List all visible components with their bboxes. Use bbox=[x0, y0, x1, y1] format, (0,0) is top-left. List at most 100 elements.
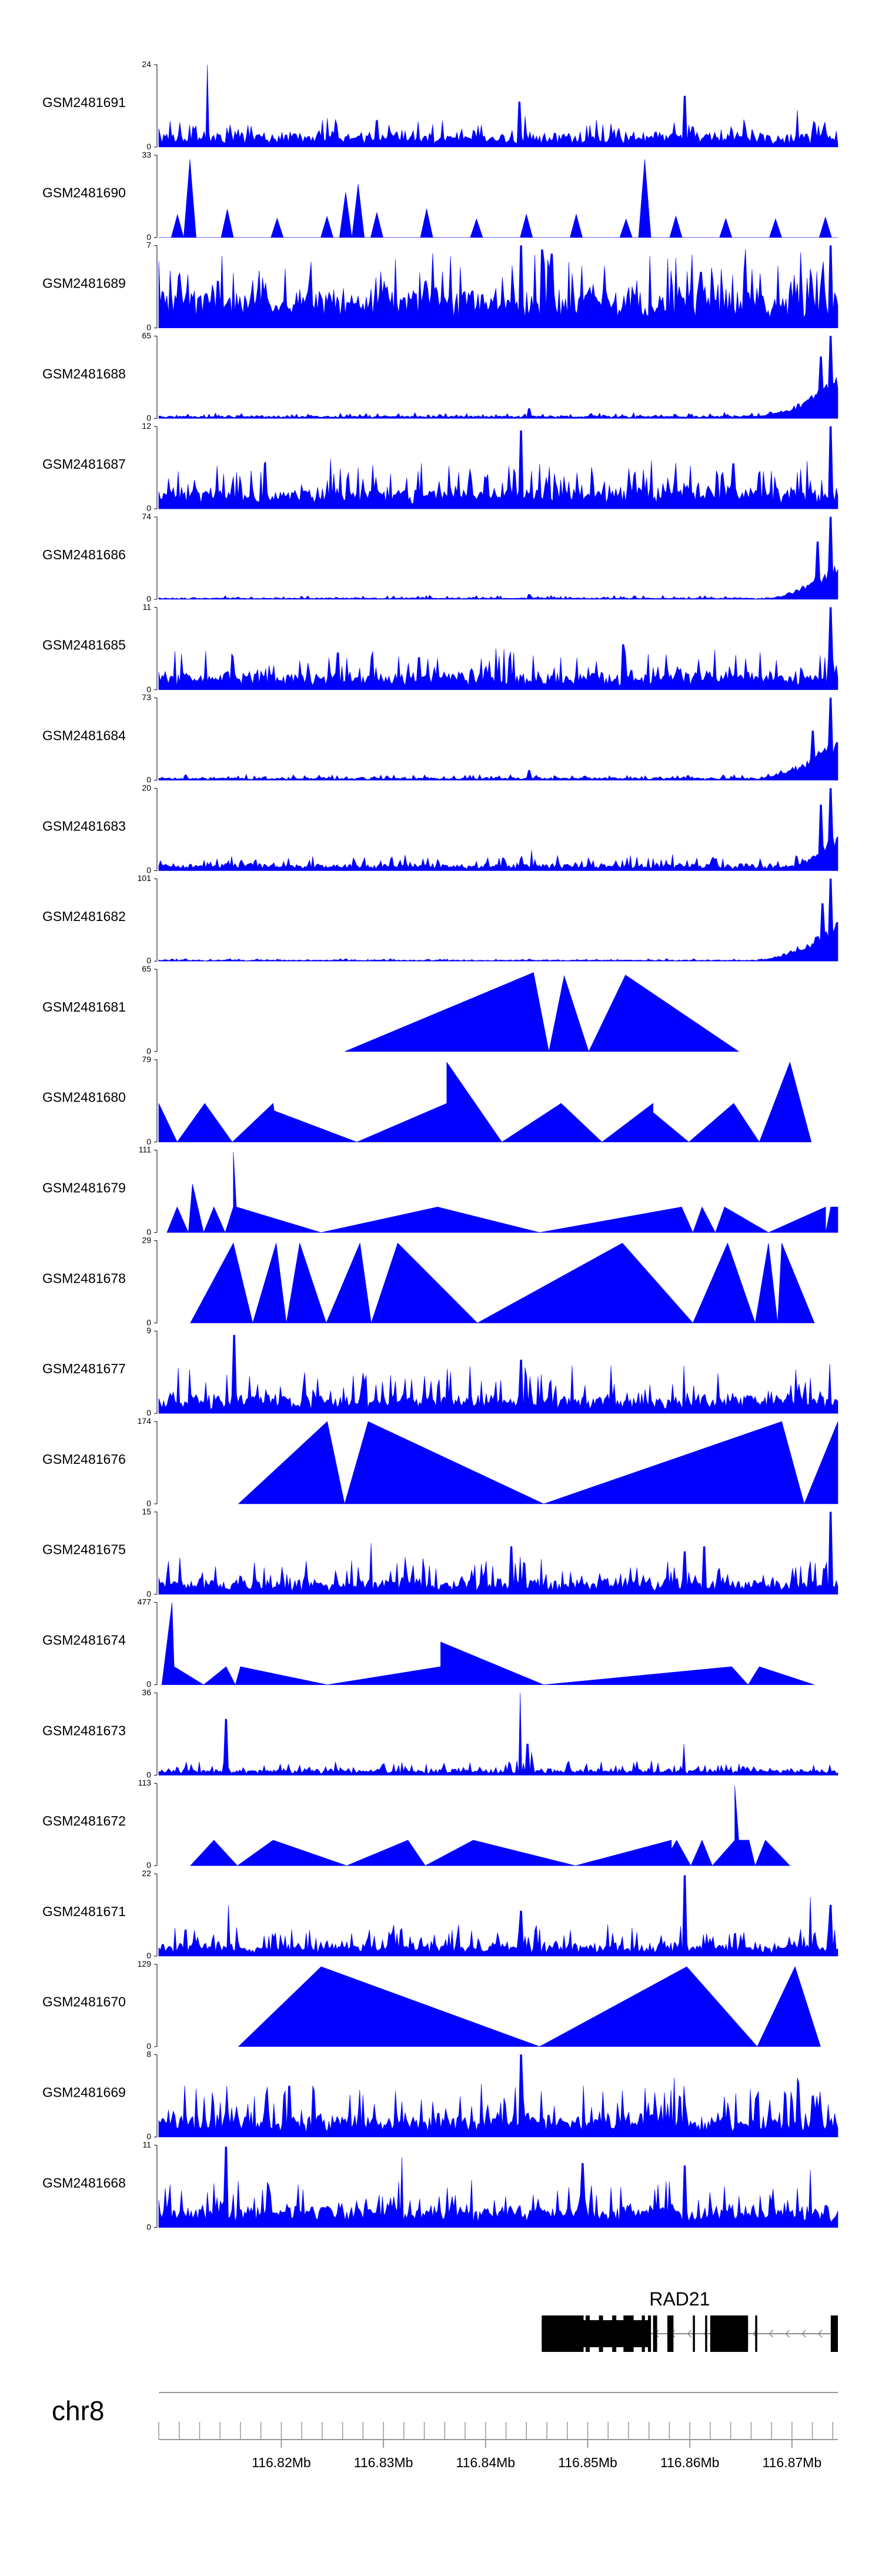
gene-exon bbox=[693, 2315, 695, 2352]
track-GSM2481684: GSM2481684 73 0 bbox=[42, 693, 838, 785]
track-GSM2481678: GSM2481678 29 0 bbox=[42, 1235, 815, 1327]
gene-exon bbox=[653, 2315, 657, 2352]
track-label: GSM2481678 bbox=[42, 1270, 126, 1286]
track-GSM2481675: GSM2481675 15 0 bbox=[42, 1507, 838, 1599]
coverage-area bbox=[161, 1602, 815, 1686]
track-label: GSM2481674 bbox=[42, 1632, 126, 1647]
coverage-area bbox=[238, 1421, 838, 1504]
y-max-label: 29 bbox=[142, 1235, 151, 1244]
y-zero-label: 0 bbox=[146, 594, 151, 603]
track-label: GSM2481680 bbox=[42, 1090, 126, 1105]
coverage-area bbox=[158, 336, 838, 419]
y-max-label: 11 bbox=[142, 602, 151, 612]
track-GSM2481680: GSM2481680 79 0 bbox=[42, 1055, 812, 1146]
y-zero-label: 0 bbox=[146, 865, 151, 875]
y-max-label: 65 bbox=[142, 331, 151, 340]
track-label: GSM2481686 bbox=[42, 547, 126, 562]
y-zero-label: 0 bbox=[146, 2222, 151, 2231]
track-GSM2481671: GSM2481671 22 0 bbox=[42, 1868, 838, 1960]
track-GSM2481688: GSM2481688 65 0 bbox=[42, 331, 838, 422]
coord-tick-label: 116.83Mb bbox=[354, 2455, 413, 2470]
coverage-area bbox=[158, 1511, 838, 1595]
y-zero-label: 0 bbox=[146, 413, 151, 422]
track-label: GSM2481669 bbox=[42, 2084, 126, 2100]
gene-exon bbox=[647, 2315, 652, 2352]
coord-tick-label: 116.82Mb bbox=[252, 2455, 311, 2470]
track-label: GSM2481672 bbox=[42, 1813, 126, 1828]
track-GSM2481689: GSM2481689 7 0 bbox=[42, 241, 838, 332]
track-GSM2481690: GSM2481690 33 0 bbox=[42, 150, 838, 242]
y-max-label: 11 bbox=[142, 2140, 151, 2149]
y-zero-label: 0 bbox=[146, 1317, 151, 1327]
track-label: GSM2481690 bbox=[42, 185, 126, 201]
coverage-area bbox=[158, 516, 838, 600]
y-max-label: 12 bbox=[142, 421, 151, 431]
track-GSM2481672: GSM2481672 113 0 bbox=[42, 1778, 791, 1870]
y-zero-label: 0 bbox=[146, 775, 151, 785]
track-GSM2481682: GSM2481682 101 0 bbox=[42, 873, 838, 965]
coverage-area bbox=[190, 1242, 815, 1324]
y-max-label: 20 bbox=[142, 783, 151, 792]
y-max-label: 111 bbox=[139, 1145, 151, 1154]
strand-arrow-icon bbox=[817, 2330, 823, 2338]
y-max-label: 7 bbox=[146, 241, 151, 250]
y-zero-label: 0 bbox=[146, 1770, 151, 1779]
y-max-label: 113 bbox=[138, 1778, 152, 1787]
track-label: GSM2481685 bbox=[42, 638, 126, 653]
y-max-label: 74 bbox=[142, 512, 151, 521]
track-GSM2481681: GSM2481681 65 0 bbox=[42, 964, 740, 1056]
track-GSM2481669: GSM2481669 8 0 bbox=[42, 2050, 838, 2141]
y-zero-label: 0 bbox=[146, 503, 151, 513]
y-zero-label: 0 bbox=[146, 232, 151, 242]
y-max-label: 36 bbox=[142, 1687, 151, 1697]
y-max-label: 24 bbox=[142, 59, 151, 69]
track-GSM2481687: GSM2481687 12 0 bbox=[42, 421, 838, 513]
track-GSM2481674: GSM2481674 477 0 bbox=[42, 1597, 815, 1689]
y-zero-label: 0 bbox=[146, 1589, 151, 1599]
y-zero-label: 0 bbox=[146, 956, 151, 965]
coord-tick-label: 116.84Mb bbox=[456, 2455, 515, 2470]
track-label: GSM2481677 bbox=[42, 1361, 126, 1376]
y-max-label: 22 bbox=[142, 1868, 151, 1878]
track-label: GSM2481688 bbox=[42, 366, 126, 381]
coverage-area bbox=[344, 972, 740, 1052]
track-label: GSM2481681 bbox=[42, 999, 126, 1015]
strand-arrow-icon bbox=[769, 2330, 774, 2338]
coverage-area bbox=[158, 426, 838, 509]
gene-name-label: RAD21 bbox=[649, 2288, 710, 2310]
y-max-label: 9 bbox=[146, 1326, 151, 1335]
y-zero-label: 0 bbox=[146, 2132, 151, 2141]
genome-axis: chr8 116.82Mb 116.83Mb 116.84Mb 116.85Mb 116.… bbox=[52, 2392, 838, 2470]
y-zero-label: 0 bbox=[146, 2041, 151, 2051]
coverage-area bbox=[158, 1334, 838, 1414]
track-label: GSM2481689 bbox=[42, 275, 126, 291]
track-GSM2481668: GSM2481668 11 0 bbox=[42, 2140, 838, 2231]
coord-tick-label: 116.87Mb bbox=[763, 2455, 822, 2470]
coverage-area bbox=[158, 2146, 838, 2228]
track-label: GSM2481687 bbox=[42, 456, 126, 472]
coverage-area bbox=[158, 245, 838, 328]
y-max-label: 15 bbox=[142, 1507, 151, 1516]
coverage-area bbox=[238, 1966, 821, 2047]
track-label: GSM2481671 bbox=[42, 1904, 126, 1919]
track-GSM2481691: GSM2481691 24 0 bbox=[42, 59, 838, 151]
y-zero-label: 0 bbox=[146, 323, 151, 332]
track-label: GSM2481679 bbox=[42, 1180, 126, 1195]
gene-exon bbox=[667, 2315, 674, 2352]
y-zero-label: 0 bbox=[146, 1680, 151, 1689]
gene-exon bbox=[830, 2315, 838, 2352]
y-zero-label: 0 bbox=[146, 1137, 151, 1146]
y-max-label: 174 bbox=[138, 1416, 152, 1426]
y-max-label: 73 bbox=[142, 693, 151, 702]
track-label: GSM2481668 bbox=[42, 2175, 126, 2190]
y-zero-label: 0 bbox=[146, 1951, 151, 1960]
y-max-label: 33 bbox=[142, 150, 151, 159]
track-GSM2481676: GSM2481676 174 0 bbox=[42, 1416, 838, 1508]
coverage-area bbox=[158, 607, 838, 690]
coverage-area bbox=[159, 159, 838, 238]
y-zero-label: 0 bbox=[146, 1408, 151, 1417]
coverage-area bbox=[158, 64, 838, 148]
y-max-label: 65 bbox=[142, 964, 151, 973]
track-label: GSM2481683 bbox=[42, 818, 126, 833]
